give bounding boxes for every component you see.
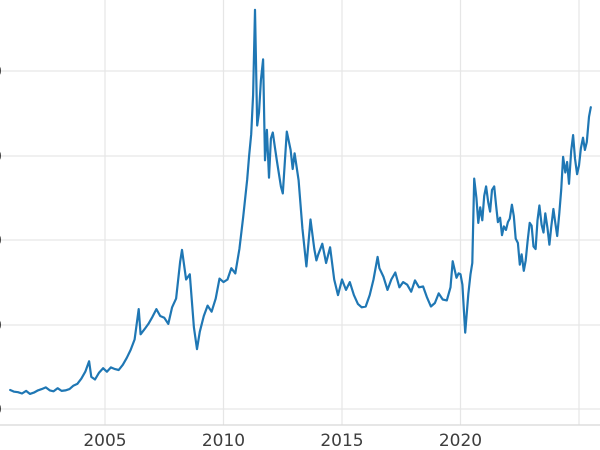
cropped-y-tick-fragment: 0 [0, 233, 2, 249]
x-tick-labels: 2005 2010 2015 2020 [83, 431, 482, 450]
vertical-gridlines [104, 0, 580, 425]
x-tick-label: 2015 [320, 431, 363, 450]
x-tick-label: 2020 [439, 431, 482, 450]
cropped-y-tick-fragment: 0 [0, 318, 2, 334]
cropped-y-tick-fragments: 0 0 0 0 0 [0, 64, 2, 418]
price-line-series [9, 8, 592, 395]
x-tick-label: 2005 [83, 431, 126, 450]
cropped-y-tick-fragment: 0 [0, 402, 2, 418]
x-tick-label: 2010 [202, 431, 245, 450]
cropped-y-tick-fragment: 0 [0, 149, 2, 165]
horizontal-gridlines [0, 70, 600, 410]
cropped-y-tick-fragment: 0 [0, 64, 2, 80]
